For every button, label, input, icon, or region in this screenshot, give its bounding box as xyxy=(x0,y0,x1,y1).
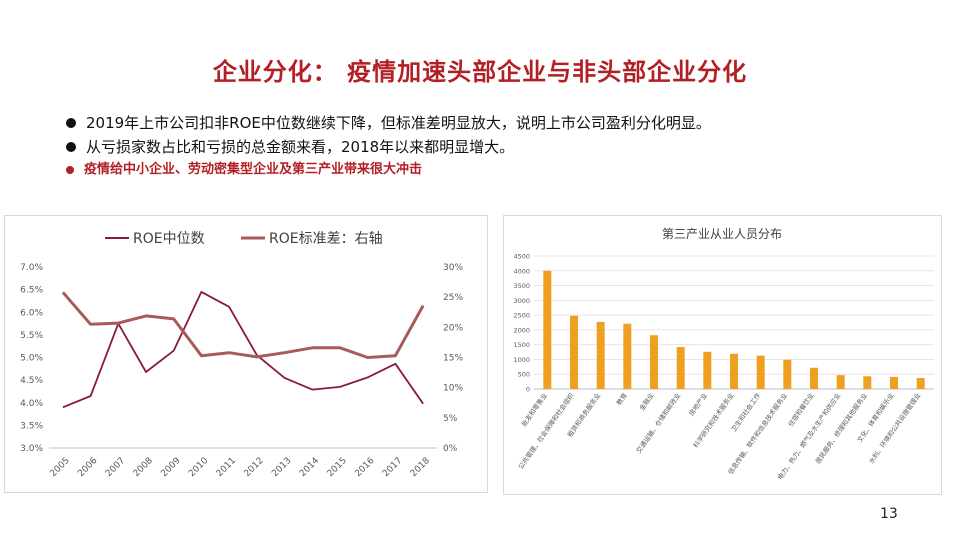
bar-chart-title: 第三产业从业人员分布 xyxy=(662,227,782,241)
x-tick-label: 2017 xyxy=(381,456,404,479)
y-tick-label: 4000 xyxy=(513,267,530,275)
y-left-tick-label: 5.5% xyxy=(20,331,43,341)
bar xyxy=(543,270,552,389)
y-right-tick-label: 30% xyxy=(443,263,463,273)
y-tick-label: 1500 xyxy=(513,341,530,349)
bar xyxy=(676,347,685,389)
tertiary-bar-chart: 第三产业从业人员分布 4500 4000 3500 3000 2500 2000 1500 10… xyxy=(513,227,934,481)
x-category-label: 居民服务、修理和其他服务业 xyxy=(813,391,869,466)
y-left-tick-label: 7.0% xyxy=(20,263,43,273)
bar xyxy=(863,376,872,389)
bar xyxy=(810,367,818,389)
tertiary-employment-chart-panel: 第三产业从业人员分布 4500 4000 3500 3000 2500 2000 1500 10… xyxy=(503,215,942,495)
y-tick-label: 500 xyxy=(518,371,530,379)
y-left-tick-label: 3.0% xyxy=(20,444,43,454)
bullet-text: 2019年上市公司扣非ROE中位数继续下降，但标准差明显放大，说明上市公司盈利分… xyxy=(86,114,711,132)
bullet-dot-icon xyxy=(66,118,76,128)
bar xyxy=(703,351,712,389)
y-right-tick-label: 10% xyxy=(443,384,463,394)
bar xyxy=(650,335,658,389)
y-right-tick-label: 15% xyxy=(443,354,463,364)
legend-label-2: ROE标准差：右轴 xyxy=(269,231,383,247)
y-left-tick-label: 4.5% xyxy=(20,376,43,386)
y-left-tick-label: 5.0% xyxy=(20,354,43,364)
bar xyxy=(596,321,605,389)
x-tick-label: 2018 xyxy=(409,456,432,479)
bar xyxy=(623,323,632,389)
bullet-highlight-text: 疫情给中小企业、劳动密集型企业及第三产业带来很大冲击 xyxy=(84,162,423,177)
y-tick-label: 4500 xyxy=(513,253,530,261)
x-tick-label: 2010 xyxy=(187,456,210,479)
bullet-text: 从亏损家数占比和亏损的总金额来看，2018年以来都明显增大。 xyxy=(86,138,515,156)
x-category-label: 批发和零售业 xyxy=(519,391,549,429)
bullet-dot-icon xyxy=(66,142,76,152)
y-left-tick-label: 6.0% xyxy=(20,308,43,318)
y-tick-label: 3000 xyxy=(513,297,530,305)
bar xyxy=(890,376,898,389)
bar xyxy=(836,375,845,389)
bar xyxy=(570,315,578,389)
bar xyxy=(783,359,792,389)
y-tick-label: 2000 xyxy=(513,326,530,334)
x-category-label: 交通运输、仓储和邮政业 xyxy=(634,391,683,455)
x-tick-label: 2011 xyxy=(215,456,238,479)
series-line-1 xyxy=(62,291,424,409)
roe-chart-panel: 7.0% 6.5% 6.0% 5.5% 5.0% 4.5% 4.0% 3.5% 3.0% 30% 2… xyxy=(4,215,488,493)
y-left-tick-label: 3.5% xyxy=(20,421,43,431)
x-tick-label: 2013 xyxy=(270,456,293,479)
x-tick-label: 2016 xyxy=(353,456,376,479)
x-tick-label: 2007 xyxy=(104,456,127,479)
x-tick-label: 2012 xyxy=(243,456,266,479)
x-tick-label: 2005 xyxy=(49,456,72,479)
page-number: 13 xyxy=(880,506,898,522)
bar xyxy=(916,378,925,389)
x-tick-label: 2006 xyxy=(76,456,99,479)
bar xyxy=(756,355,765,389)
y-right-tick-label: 20% xyxy=(443,323,463,333)
y-tick-label: 3500 xyxy=(513,282,530,290)
y-right-tick-label: 5% xyxy=(443,414,458,424)
x-category-label: 住宿和餐饮业 xyxy=(786,391,816,429)
y-tick-label: 1000 xyxy=(513,356,530,364)
x-category-label: 水利、环境和公共设施管理业 xyxy=(866,391,922,466)
x-tick-label: 2009 xyxy=(159,456,182,479)
legend-label-1: ROE中位数 xyxy=(133,231,205,247)
x-tick-label: 2008 xyxy=(132,456,155,479)
x-category-label: 公共管理、社会保障和社会组织 xyxy=(516,391,576,471)
x-tick-label: 2015 xyxy=(326,456,349,479)
x-tick-label: 2014 xyxy=(298,456,321,479)
y-right-tick-label: 25% xyxy=(443,293,463,303)
roe-line-chart: 7.0% 6.5% 6.0% 5.5% 5.0% 4.5% 4.0% 3.5% 3.0% 30% 2… xyxy=(20,231,463,479)
y-right-tick-label: 0% xyxy=(443,444,458,454)
bullet-item: 2019年上市公司扣非ROE中位数继续下降，但标准差明显放大，说明上市公司盈利分… xyxy=(64,112,924,136)
y-left-tick-label: 4.0% xyxy=(20,399,43,409)
y-left-tick-label: 6.5% xyxy=(20,286,43,296)
bullet-list: 2019年上市公司扣非ROE中位数继续下降，但标准差明显放大，说明上市公司盈利分… xyxy=(64,112,924,184)
bullet-item: 从亏损家数占比和亏损的总金额来看，2018年以来都明显增大。 xyxy=(64,136,924,160)
y-tick-label: 0 xyxy=(526,386,530,394)
x-category-label: 金融业 xyxy=(637,391,656,413)
bullet-dot-icon xyxy=(66,166,74,174)
series-line-2 xyxy=(61,291,425,359)
bullet-item-highlight: 疫情给中小企业、劳动密集型企业及第三产业带来很大冲击 xyxy=(64,160,924,184)
slide-title: 企业分化： 疫情加速头部企业与非头部企业分化 xyxy=(212,58,748,86)
bar xyxy=(730,353,738,389)
x-category-label: 教育 xyxy=(614,391,629,407)
y-tick-label: 2500 xyxy=(513,312,530,320)
x-category-label: 房地产业 xyxy=(687,391,710,418)
